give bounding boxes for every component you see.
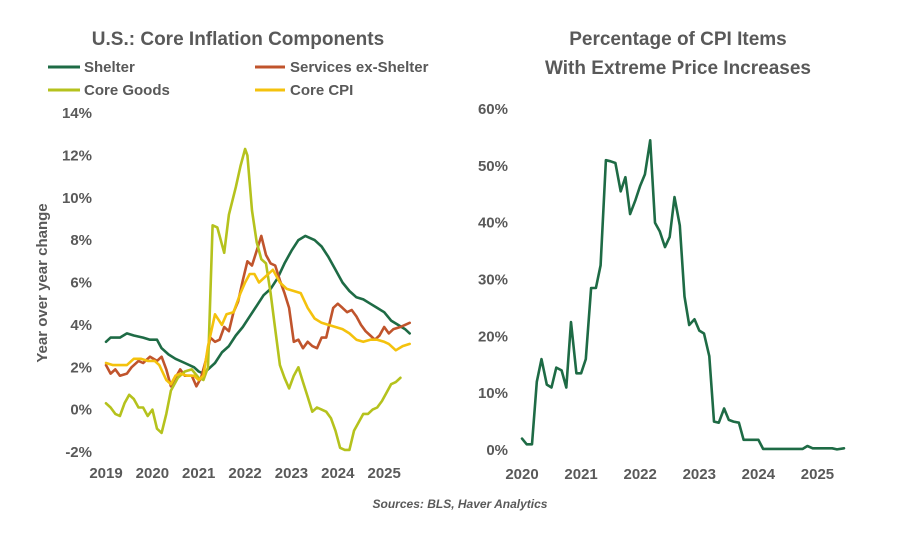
x-tick-label: 2025 [367, 465, 400, 482]
y-axis-label: Year over year change [34, 203, 51, 362]
x-tick-label: 2022 [228, 465, 261, 482]
y-tick-label: 14% [62, 105, 92, 122]
x-tick-label: 2024 [742, 466, 776, 483]
x-tick-label: 2022 [623, 466, 656, 483]
y-tick-label: 4% [70, 317, 92, 334]
y-tick-labels: -2% 0% 2% 4% 6% 8% 10% 12% 14% [62, 105, 92, 461]
y-tick-label: 0% [486, 442, 508, 459]
x-tick-label: 2021 [182, 465, 215, 482]
x-tick-labels: 2019 2020 2021 2022 2023 2024 2025 [89, 465, 401, 482]
y-tick-label: 10% [62, 190, 92, 207]
legend-label-core-cpi: Core CPI [290, 82, 353, 99]
legend: Shelter Services ex-Shelter Core Goods C… [48, 59, 429, 99]
x-tick-label: 2024 [321, 465, 355, 482]
series-line-extreme-price-increases [520, 139, 846, 451]
source-note: Sources: BLS, Haver Analytics [372, 497, 548, 511]
chart-title: U.S.: Core Inflation Components [92, 29, 384, 50]
y-tick-label: 40% [478, 215, 508, 232]
x-tick-label: 2019 [89, 465, 122, 482]
chart-title-line1: Percentage of CPI Items [569, 29, 787, 50]
series-line-core-cpi [104, 268, 412, 386]
series-line-core-goods [104, 147, 402, 452]
series-line-shelter [104, 234, 412, 375]
x-tick-label: 2021 [564, 466, 597, 483]
y-tick-label: -2% [65, 444, 92, 461]
y-tick-label: 30% [478, 272, 508, 289]
y-tick-label: 2% [70, 359, 92, 376]
y-tick-label: 60% [478, 101, 508, 118]
y-tick-label: 50% [478, 158, 508, 175]
legend-label-services-ex-shelter: Services ex-Shelter [290, 59, 429, 76]
x-tick-label: 2020 [505, 466, 538, 483]
x-tick-label: 2023 [275, 465, 308, 482]
y-tick-label: 0% [70, 402, 92, 419]
legend-label-core-goods: Core Goods [84, 82, 170, 99]
chart-title-line2: With Extreme Price Increases [545, 58, 811, 79]
legend-label-shelter: Shelter [84, 59, 135, 76]
x-tick-label: 2025 [801, 466, 834, 483]
y-tick-label: 10% [478, 385, 508, 402]
x-tick-label: 2023 [683, 466, 716, 483]
x-tick-label: 2020 [136, 465, 169, 482]
y-tick-label: 12% [62, 147, 92, 164]
series-lines [520, 139, 846, 451]
y-tick-label: 8% [70, 232, 92, 249]
x-tick-labels: 2020 2021 2022 2023 2024 2025 [505, 466, 834, 483]
y-tick-label: 6% [70, 275, 92, 292]
y-tick-label: 20% [478, 328, 508, 345]
series-line-services-ex-shelter [104, 234, 412, 388]
series-lines [104, 147, 412, 452]
y-tick-labels: 0% 10% 20% 30% 40% 50% 60% [478, 101, 508, 459]
